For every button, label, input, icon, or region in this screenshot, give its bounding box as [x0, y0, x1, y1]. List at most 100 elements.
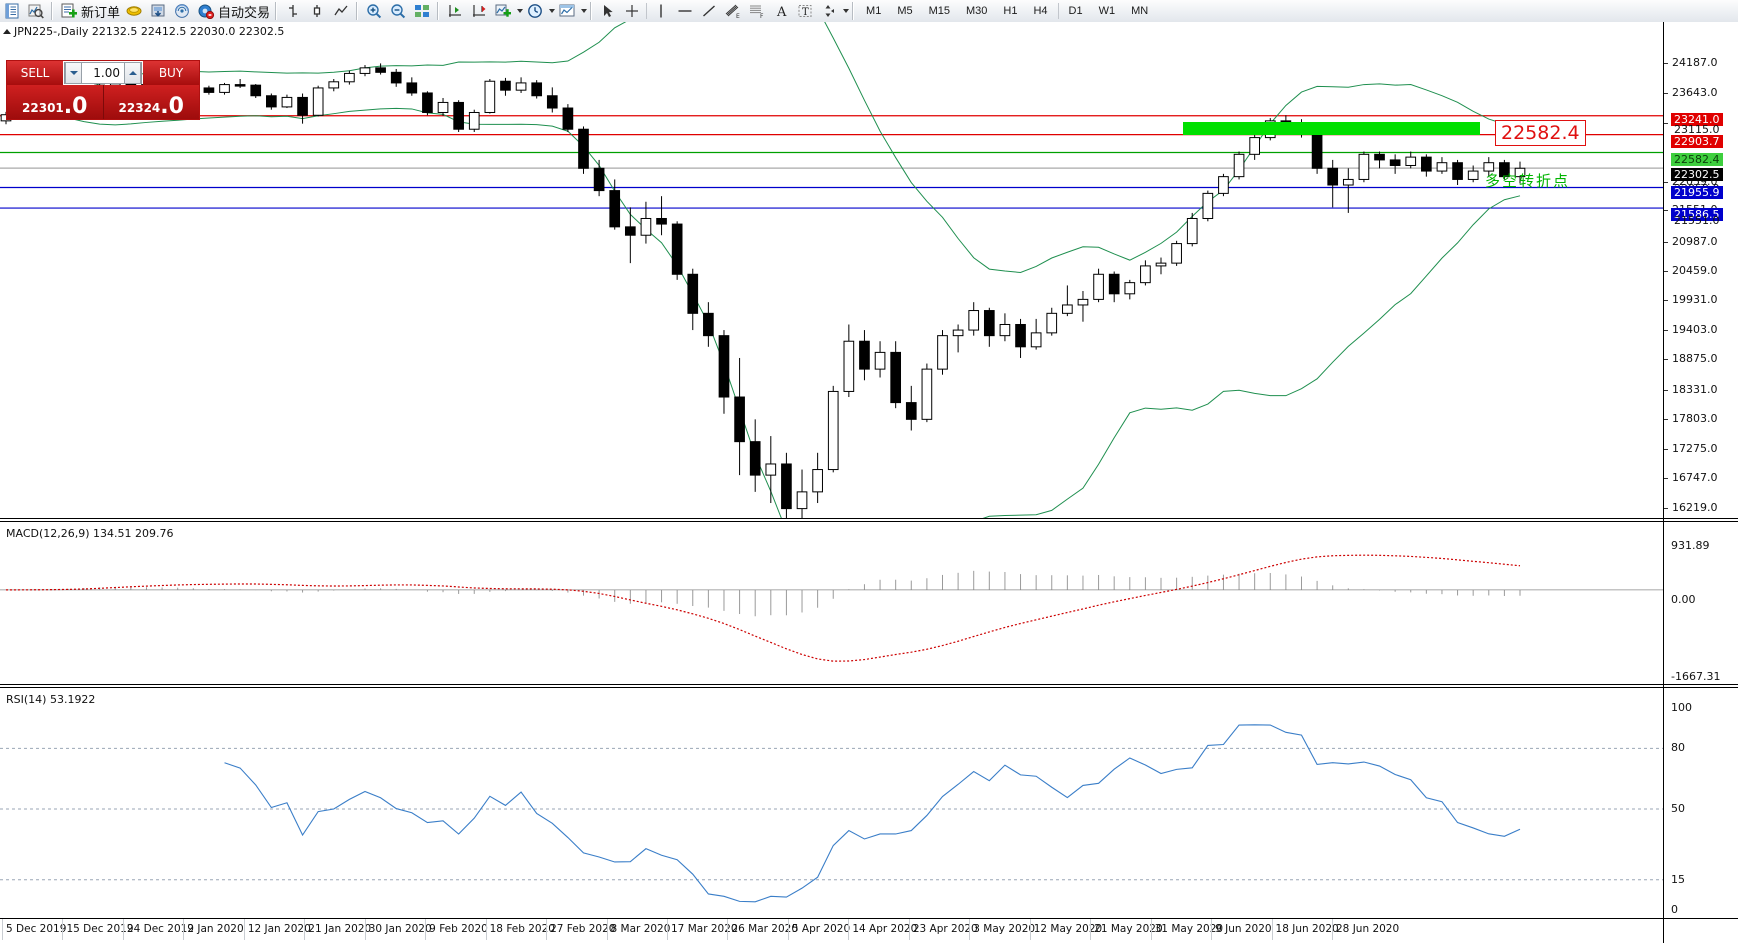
price-tag[interactable]: 21955.9 — [1671, 186, 1723, 199]
ask-price[interactable]: 22324.0 — [103, 85, 199, 119]
date-gridline — [425, 919, 427, 940]
collapse-triangle-icon[interactable] — [3, 29, 11, 34]
period-dropdown-icon[interactable] — [549, 9, 556, 13]
date-gridline — [2, 919, 3, 940]
candle-bearish — [406, 82, 418, 94]
candle-bearish — [687, 273, 699, 314]
period-clock-icon[interactable] — [523, 1, 547, 21]
price-tag[interactable]: 22582.4 — [1671, 153, 1723, 166]
candle-bullish — [1030, 332, 1042, 348]
svg-text:A: A — [776, 5, 787, 19]
line-chart-icon[interactable] — [329, 1, 353, 21]
date-label: 12 Jan 2020 — [247, 923, 311, 935]
add-indicator-icon[interactable] — [491, 1, 515, 21]
price-tag[interactable]: 23241.0 — [1671, 113, 1723, 126]
candle-bearish — [859, 340, 870, 370]
candlestick-chart-icon[interactable] — [305, 1, 329, 21]
chart-shift-icon[interactable] — [443, 1, 467, 21]
chart-window[interactable]: JPN225-,Daily 22132.5 22412.5 22030.0 22… — [0, 22, 1738, 943]
new-order-label[interactable]: 新订单 — [81, 5, 121, 21]
candle-bullish — [952, 329, 964, 337]
tile-windows-icon[interactable] — [410, 1, 434, 21]
trend-line-icon[interactable] — [697, 1, 721, 21]
auto-scroll-icon[interactable] — [467, 1, 491, 21]
candle-bullish — [484, 80, 496, 113]
volume-stepper[interactable]: 1.00 — [64, 62, 142, 84]
sell-button[interactable]: SELL — [7, 61, 63, 85]
templates-icon[interactable] — [555, 1, 579, 21]
candle-bearish — [546, 95, 558, 109]
timeframe-m5[interactable]: M5 — [897, 5, 913, 17]
zoom-in-icon[interactable] — [362, 1, 386, 21]
main-toolbar: 新订单 自动交易 — [0, 0, 1738, 23]
date-label: 14 Apr 2020 — [852, 923, 918, 935]
zoom-out-icon[interactable] — [386, 1, 410, 21]
date-label: 5 Apr 2020 — [791, 923, 851, 935]
bollinger-lower — [52, 107, 1521, 518]
timeframe-mn[interactable]: MN — [1131, 5, 1149, 17]
toolbar-separator-4 — [437, 2, 441, 20]
terminal-icon[interactable] — [0, 1, 24, 21]
timeframe-m1[interactable]: M1 — [866, 5, 882, 17]
price-tag[interactable]: 21551.0 — [1674, 214, 1720, 227]
bid-price[interactable]: 22301.0 — [7, 85, 104, 119]
timeframe-h1[interactable]: H1 — [1003, 5, 1018, 17]
candle-bullish — [359, 67, 371, 74]
download-history-icon[interactable] — [146, 1, 170, 21]
date-gridline — [243, 919, 245, 940]
price-tag[interactable]: 21586.5 — [1671, 208, 1723, 221]
bar-chart-icon[interactable] — [281, 1, 305, 21]
timeframe-w1[interactable]: W1 — [1098, 5, 1116, 17]
macd-indicator-label: MACD(12,26,9) 134.51 209.76 — [6, 527, 174, 540]
volume-decrement-button[interactable] — [65, 62, 82, 84]
candle-bullish — [1062, 304, 1073, 314]
timeframe-d1[interactable]: D1 — [1068, 5, 1083, 17]
equidistant-channel-icon[interactable]: E — [721, 1, 745, 21]
candle-bearish — [905, 402, 917, 420]
price-tag[interactable]: 23115.0 — [1674, 123, 1720, 136]
arrows-icon[interactable] — [817, 1, 841, 21]
date-label: 28 Jun 2020 — [1336, 923, 1400, 935]
horizontal-line-icon[interactable] — [673, 1, 697, 21]
crosshair-icon[interactable] — [620, 1, 644, 21]
date-axis[interactable]: 5 Dec 2019 15 Dec 2019 24 Dec 2019 2 Jan 20… — [0, 919, 1663, 940]
buy-button[interactable]: BUY — [143, 61, 199, 85]
signals-icon[interactable] — [170, 1, 194, 21]
date-gridline — [606, 919, 608, 940]
date-gridline — [848, 919, 850, 940]
candle-bearish — [1015, 323, 1026, 348]
price-tag[interactable]: 22302.5 — [1671, 168, 1723, 181]
candle-bearish — [390, 71, 402, 84]
candle-bullish — [1483, 162, 1495, 172]
volume-input[interactable]: 1.00 — [82, 62, 124, 84]
arrows-dropdown-icon[interactable] — [843, 9, 850, 13]
auto-trading-label[interactable]: 自动交易 — [218, 5, 271, 21]
date-label: 23 Apr 2020 — [912, 923, 978, 935]
candle-bullish — [1186, 217, 1198, 245]
candle-bearish — [500, 80, 511, 91]
candle-bullish — [1155, 262, 1167, 267]
new-order-icon[interactable] — [57, 1, 81, 21]
one-click-trading-panel[interactable]: SELL 1.00 BUY 22301.0 22324.0 — [6, 60, 200, 120]
candle-bullish — [1171, 243, 1182, 264]
templates-dropdown-icon[interactable] — [581, 9, 588, 13]
toolbar-separator-3 — [356, 2, 360, 20]
price-tag[interactable]: 22903.7 — [1671, 135, 1723, 148]
fibonacci-icon[interactable]: F — [745, 1, 769, 21]
volume-increment-button[interactable] — [124, 62, 141, 84]
bid-price-decimal: .0 — [63, 94, 88, 119]
toolbar-separator-1 — [51, 2, 54, 20]
orders-gold-icon[interactable] — [122, 1, 146, 21]
timeframe-h4[interactable]: H4 — [1033, 5, 1048, 17]
timeframe-m30[interactable]: M30 — [966, 5, 988, 17]
text-icon[interactable]: A — [769, 1, 793, 21]
text-label-icon[interactable]: T — [793, 1, 817, 21]
chart-inspect-icon[interactable] — [24, 1, 48, 21]
timeframe-m15[interactable]: M15 — [928, 5, 950, 17]
add-indicator-dropdown-icon[interactable] — [517, 9, 524, 13]
auto-trading-icon[interactable] — [194, 1, 218, 21]
vertical-line-icon[interactable] — [649, 1, 673, 21]
candle-bullish — [515, 82, 527, 91]
cursor-icon[interactable] — [596, 1, 620, 21]
rsi-pane-top-border — [0, 687, 1738, 688]
